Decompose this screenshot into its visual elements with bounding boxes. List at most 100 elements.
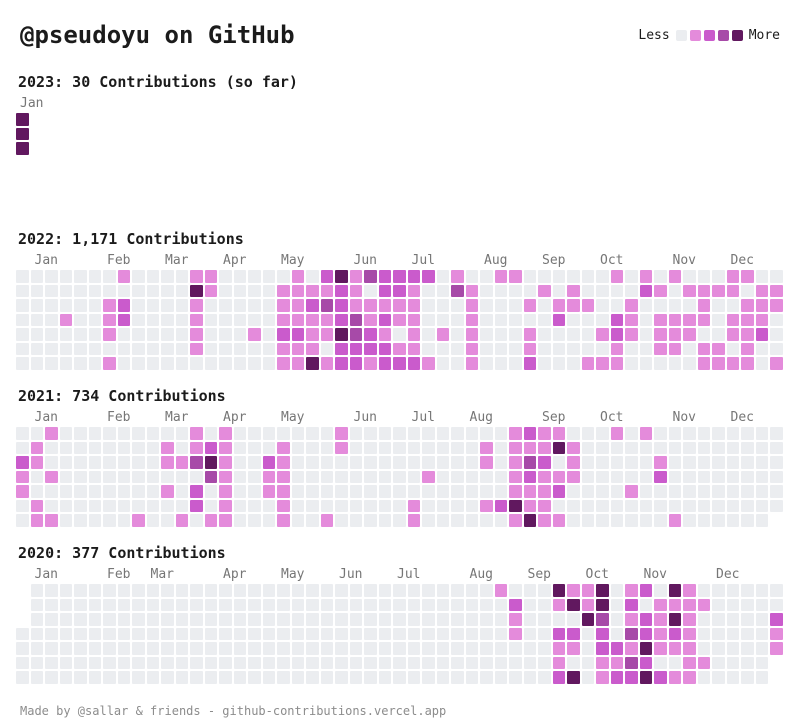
- day-cell: [712, 284, 725, 297]
- day-cell: [161, 357, 174, 370]
- day-cell: [581, 328, 594, 341]
- legend-swatch: [689, 29, 701, 41]
- day-cell: [538, 514, 551, 527]
- day-cell: [364, 627, 377, 640]
- day-cell: [451, 656, 464, 669]
- day-cell: [654, 456, 667, 469]
- day-cell: [219, 299, 232, 312]
- day-cell: [697, 470, 710, 483]
- day-cell: [523, 357, 536, 370]
- day-cell: [668, 313, 681, 326]
- day-cell: [494, 514, 507, 527]
- day-cell: [407, 642, 420, 655]
- day-cell: [712, 598, 725, 611]
- day-cell: [146, 485, 159, 498]
- day-cell: [668, 485, 681, 498]
- day-cell: [117, 270, 130, 283]
- day-cell: [393, 485, 406, 498]
- day-cell: [190, 284, 203, 297]
- day-cell: [741, 427, 754, 440]
- day-cell: [668, 284, 681, 297]
- day-cell: [538, 627, 551, 640]
- contribution-grid: [16, 113, 783, 215]
- day-cell: [625, 584, 638, 597]
- day-cell: [291, 299, 304, 312]
- day-cell: [306, 598, 319, 611]
- day-cell: [262, 357, 275, 370]
- day-cell: [712, 499, 725, 512]
- day-cell: [581, 427, 594, 440]
- day-cell: [755, 284, 768, 297]
- day-cell: [567, 470, 580, 483]
- day-cell: [494, 299, 507, 312]
- day-cell: [610, 584, 623, 597]
- day-cell: [610, 342, 623, 355]
- day-cell: [581, 299, 594, 312]
- day-cell: [16, 470, 29, 483]
- day-cell: [30, 656, 43, 669]
- day-cell: [465, 299, 478, 312]
- day-cell: [567, 270, 580, 283]
- day-cell: [581, 270, 594, 283]
- day-cell: [320, 456, 333, 469]
- day-cell: [103, 328, 116, 341]
- day-cell: [219, 514, 232, 527]
- day-cell: [668, 342, 681, 355]
- day-cell: [581, 656, 594, 669]
- day-cell: [465, 470, 478, 483]
- day-cell: [45, 598, 58, 611]
- day-cell: [567, 441, 580, 454]
- day-cell: [567, 342, 580, 355]
- day-cell: [291, 598, 304, 611]
- day-cell: [465, 284, 478, 297]
- day-cell: [364, 270, 377, 283]
- day-cell: [567, 613, 580, 626]
- day-cell: [639, 270, 652, 283]
- day-cell: [697, 642, 710, 655]
- day-cell: [161, 427, 174, 440]
- day-cell: [146, 499, 159, 512]
- day-cell: [683, 441, 696, 454]
- day-cell: [494, 441, 507, 454]
- day-cell: [74, 427, 87, 440]
- day-cell: [103, 456, 116, 469]
- day-cell: [436, 598, 449, 611]
- day-cell: [335, 328, 348, 341]
- day-cell: [422, 270, 435, 283]
- day-cell: [262, 328, 275, 341]
- page-footer: Made by @sallar & friends - github-contr…: [20, 704, 447, 718]
- day-cell: [393, 671, 406, 684]
- day-cell: [364, 470, 377, 483]
- day-cell: [349, 427, 362, 440]
- day-cell: [30, 598, 43, 611]
- day-cell: [610, 514, 623, 527]
- day-cell: [509, 627, 522, 640]
- day-cell: [175, 342, 188, 355]
- day-cell: [610, 357, 623, 370]
- day-cell: [683, 328, 696, 341]
- day-cell: [494, 485, 507, 498]
- page-header: @pseudoyu on GitHub Less More: [20, 20, 780, 50]
- day-cell: [204, 328, 217, 341]
- day-cell: [683, 671, 696, 684]
- day-cell: [393, 656, 406, 669]
- day-cell: [567, 427, 580, 440]
- day-cell: [712, 642, 725, 655]
- day-cell: [335, 656, 348, 669]
- day-cell: [277, 328, 290, 341]
- day-cell: [581, 642, 594, 655]
- day-cell: [117, 427, 130, 440]
- day-cell: [625, 427, 638, 440]
- year-heading: 2023: 30 Contributions (so far): [18, 73, 298, 91]
- contribution-grid: [16, 427, 783, 529]
- day-cell: [364, 598, 377, 611]
- month-label: Mar: [165, 410, 189, 425]
- day-cell: [538, 357, 551, 370]
- day-cell: [59, 656, 72, 669]
- day-cell: [393, 470, 406, 483]
- day-cell: [538, 671, 551, 684]
- day-cell: [146, 328, 159, 341]
- day-cell: [422, 671, 435, 684]
- day-cell: [132, 485, 145, 498]
- day-cell: [59, 671, 72, 684]
